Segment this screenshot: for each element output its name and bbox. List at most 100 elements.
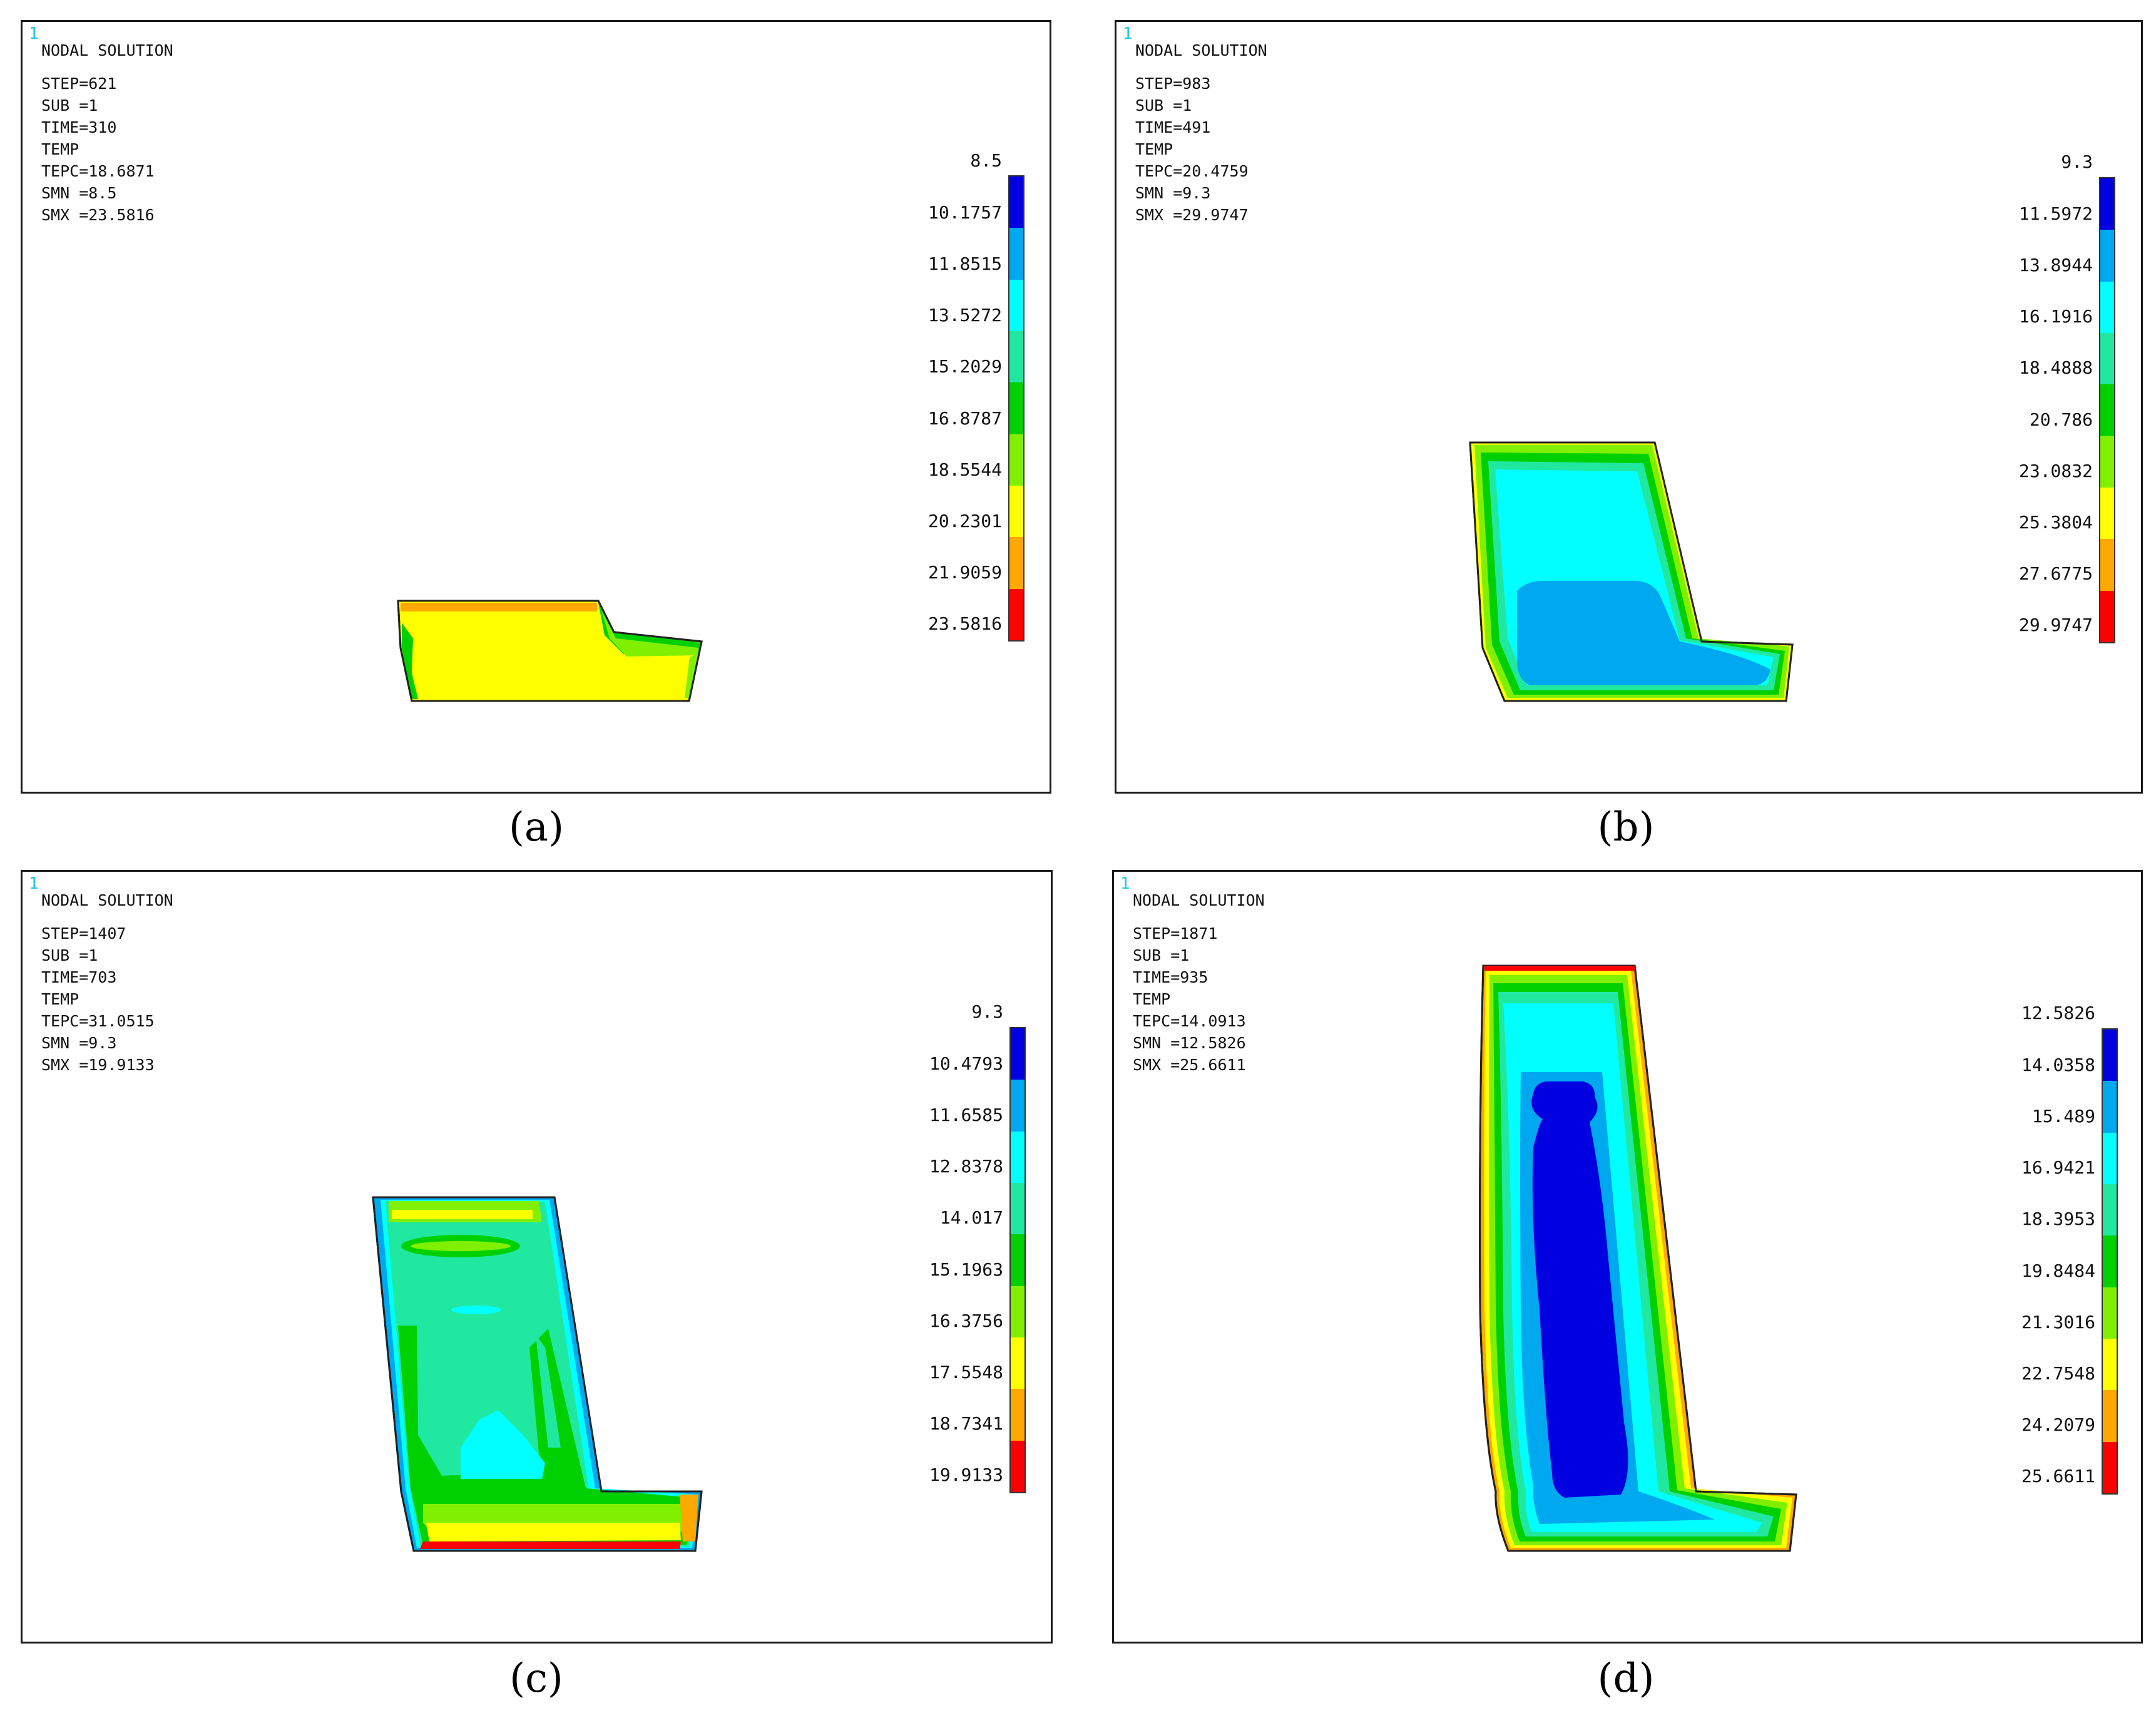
legend-label: 19.9133 [929,1465,1003,1485]
legend-color-band [2100,230,2114,282]
temperature-contour-model [1469,441,1794,702]
legend-label: 14.0358 [2021,1055,2095,1075]
legend-label: 21.3016 [2021,1312,2095,1332]
legend-label: 15.489 [2031,1106,2095,1127]
legend-color-band [1009,588,1023,640]
panel-c: 1 NODAL SOLUTION STEP=1407 SUB =1 TIME=7… [21,870,1053,1644]
legend-color-band [2100,332,2114,385]
legend-color-band [2100,487,2114,539]
legend-color-band [2103,1184,2117,1236]
smx-text: SMX =23.5816 [41,206,155,224]
window-number: 1 [1120,874,1130,893]
legend-label: 25.6611 [2021,1466,2095,1486]
smx-text: SMX =25.6611 [1133,1056,1246,1074]
step-text: STEP=983 [1135,74,1211,93]
color-legend-bar [2099,177,2115,643]
window-number: 1 [1123,24,1133,43]
legend-label: 16.1916 [2018,306,2093,327]
legend-label: 20.2301 [927,511,1002,531]
panel-b: 1 NODAL SOLUTION STEP=983 SUB =1 TIME=49… [1115,20,2143,794]
tepc-text: TEPC=20.4759 [1135,162,1249,180]
legend-label: 13.8944 [2018,255,2093,275]
legend-label: 16.9421 [2021,1157,2095,1178]
legend-label: 14.017 [939,1207,1003,1228]
legend-color-band [2100,436,2114,488]
step-text: STEP=1871 [1133,924,1218,943]
temperature-contour-model [372,1196,703,1552]
legend-color-band [2103,1390,2117,1442]
window-number: 1 [29,24,39,43]
panel-a: 1 NODAL SOLUTION STEP=621 SUB =1 TIME=31… [21,20,1051,794]
solution-title: NODAL SOLUTION [41,891,173,909]
color-legend-bar [1008,175,1024,642]
legend-color-band [1011,1182,1024,1235]
legend-label: 9.3 [2061,151,2093,172]
sub-text: SUB =1 [41,946,98,964]
legend-color-band [2100,590,2114,642]
time-text: TIME=935 [1133,968,1208,986]
caption-b: (b) [1597,804,1655,851]
legend-label: 13.5272 [927,305,1002,325]
color-legend-bar [2102,1028,2118,1495]
solution-title: NODAL SOLUTION [1133,891,1265,909]
smn-text: SMN =12.5826 [1133,1034,1246,1052]
legend-color-band [1011,1080,1024,1132]
solution-title: NODAL SOLUTION [41,41,173,59]
legend-color-band [1009,279,1023,331]
legend-label: 9.3 [971,1001,1003,1022]
item-text: TEMP [1135,140,1173,158]
legend-label: 16.8787 [927,408,1002,429]
solution-info: NODAL SOLUTION STEP=983 SUB =1 TIME=491 … [1135,39,1267,226]
legend-label: 20.786 [2029,409,2093,430]
sub-text: SUB =1 [1133,946,1190,964]
legend-color-band [1009,330,1023,383]
legend-color-band [2100,384,2114,436]
legend-color-band [1011,1389,1024,1441]
legend-label: 29.9747 [2018,615,2093,635]
legend-label: 15.1963 [929,1259,1003,1280]
solution-title: NODAL SOLUTION [1135,41,1267,59]
legend-label: 23.0832 [2018,461,2093,481]
legend-color-band [1011,1028,1024,1080]
legend-color-band [1011,1286,1024,1337]
legend-color-band [1009,485,1023,538]
legend-label: 18.5544 [927,459,1002,480]
caption-c: (c) [509,1655,563,1702]
tepc-text: TEPC=31.0515 [41,1012,155,1030]
legend-label: 19.8484 [2021,1260,2095,1281]
smn-text: SMN =8.5 [41,184,117,202]
legend-label: 11.5972 [2018,203,2093,224]
legend-color-band [2103,1338,2117,1391]
tepc-text: TEPC=18.6871 [41,162,155,180]
item-text: TEMP [41,140,79,158]
time-text: TIME=310 [41,118,117,136]
legend-color-band [2103,1030,2117,1081]
legend-color-band [1011,1337,1024,1389]
legend-label: 24.2079 [2021,1414,2095,1435]
legend-color-band [1009,228,1023,280]
legend-label: 23.5816 [927,613,1002,634]
legend-label: 25.3804 [2018,512,2093,533]
item-text: TEMP [1133,990,1171,1008]
legend-color-band [2100,281,2114,333]
item-text: TEMP [41,990,79,1008]
legend-color-band [2103,1235,2117,1287]
legend-label: 12.5826 [2021,1003,2095,1023]
legend-label: 12.8378 [929,1156,1003,1177]
legend-label: 11.6585 [929,1105,1003,1125]
panel-d: 1 NODAL SOLUTION STEP=1871 SUB =1 TIME=9… [1112,870,2143,1644]
smx-text: SMX =29.9747 [1135,206,1249,224]
solution-info: NODAL SOLUTION STEP=1871 SUB =1 TIME=935… [1133,889,1265,1076]
legend-label: 18.3953 [2021,1209,2095,1229]
time-text: TIME=703 [41,968,117,986]
sub-text: SUB =1 [41,96,98,115]
tepc-text: TEPC=14.0913 [1133,1012,1246,1030]
legend-color-band [2103,1287,2117,1339]
legend-label: 15.2029 [927,356,1002,377]
color-legend-bar [1009,1027,1026,1493]
sub-text: SUB =1 [1135,96,1192,115]
smn-text: SMN =9.3 [1135,184,1211,202]
smn-text: SMN =9.3 [41,1034,117,1052]
legend-color-band [1011,1440,1024,1492]
legend-color-band [2103,1441,2117,1493]
